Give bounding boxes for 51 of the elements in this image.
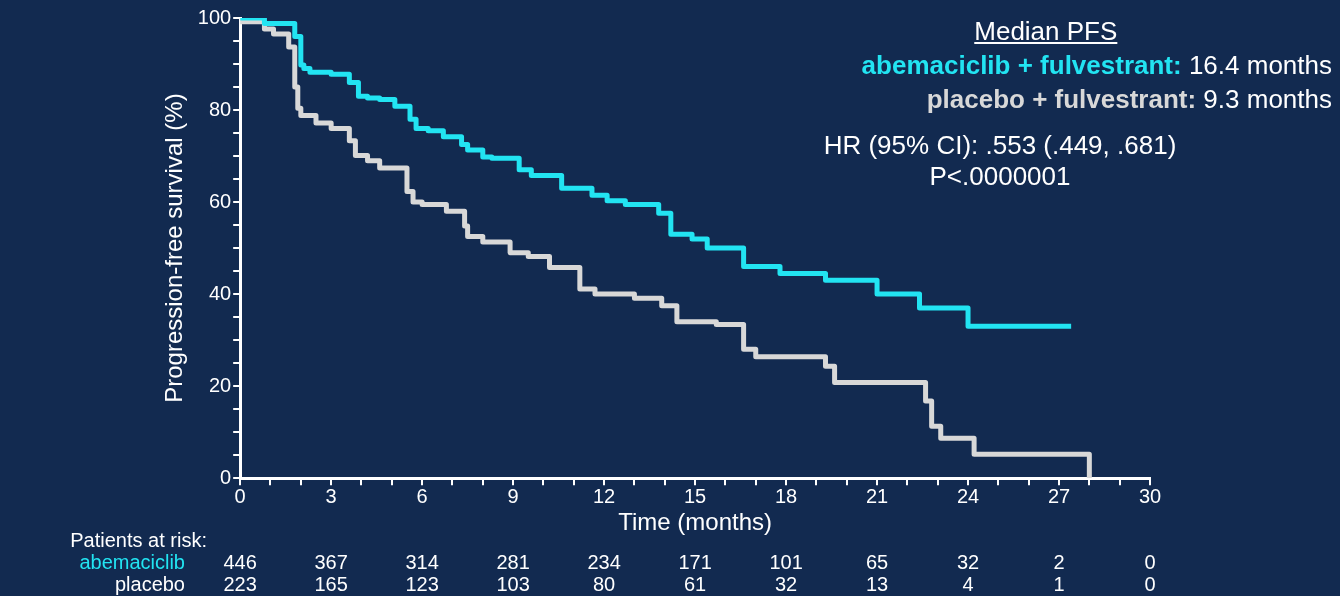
text: abemaciclib + fulvestrant: xyxy=(861,50,1182,80)
text: 32 xyxy=(774,573,798,595)
x-tick-label: 24 xyxy=(956,484,980,507)
text: 2 xyxy=(1053,551,1065,573)
text: 446 xyxy=(223,551,257,573)
annotation: P<.0000001 xyxy=(928,161,1072,192)
text: 103 xyxy=(496,573,530,595)
text: 1 xyxy=(1053,573,1065,595)
text: abemaciclib xyxy=(79,551,185,573)
text: 9.3 months xyxy=(1203,84,1332,114)
x-tick-label: 0 xyxy=(234,484,246,507)
text: 367 xyxy=(314,551,348,573)
x-tick-label: 12 xyxy=(592,484,616,507)
text: placebo xyxy=(114,573,185,595)
x-tick-label: 18 xyxy=(774,484,798,507)
text: 0 xyxy=(1144,573,1156,595)
text: 123 xyxy=(405,573,439,595)
x-tick-label: 6 xyxy=(416,484,428,507)
y-tick-label: 20 xyxy=(208,373,232,396)
x-tick-label: 3 xyxy=(325,484,337,507)
y-axis-title: Progression-free survival (%) xyxy=(160,93,188,403)
y-tick-label: 60 xyxy=(208,189,232,212)
text: 4 xyxy=(962,573,974,595)
y-tick-label: 40 xyxy=(208,281,232,304)
text: 234 xyxy=(587,551,621,573)
x-tick-label: 9 xyxy=(507,484,519,507)
annotation: Median PFS xyxy=(974,16,1118,46)
text: 0 xyxy=(1144,551,1156,573)
x-tick-label: 21 xyxy=(865,484,889,507)
x-tick-label: 15 xyxy=(683,484,707,507)
x-axis-title: Time (months) xyxy=(618,508,772,536)
text: 32 xyxy=(956,551,980,573)
annotation: HR (95% CI): .553 (.449, .681) xyxy=(822,130,1178,161)
text: 13 xyxy=(865,573,889,595)
text: 171 xyxy=(678,551,712,573)
y-tick-label: 100 xyxy=(197,5,232,28)
text: 314 xyxy=(405,551,439,573)
text: 80 xyxy=(592,573,616,595)
text: Patients at risk: xyxy=(70,529,207,551)
x-tick-label: 27 xyxy=(1047,484,1071,507)
y-tick-label: 0 xyxy=(220,465,232,488)
x-tick-label: 30 xyxy=(1138,484,1162,507)
text: 165 xyxy=(314,573,348,595)
text: 65 xyxy=(865,551,889,573)
text: placebo + fulvestrant: xyxy=(926,84,1197,114)
text: 61 xyxy=(683,573,707,595)
text: 101 xyxy=(769,551,803,573)
y-tick-label: 80 xyxy=(208,97,232,120)
text: 281 xyxy=(496,551,530,573)
text: 223 xyxy=(223,573,257,595)
text: 16.4 months xyxy=(1188,50,1332,80)
